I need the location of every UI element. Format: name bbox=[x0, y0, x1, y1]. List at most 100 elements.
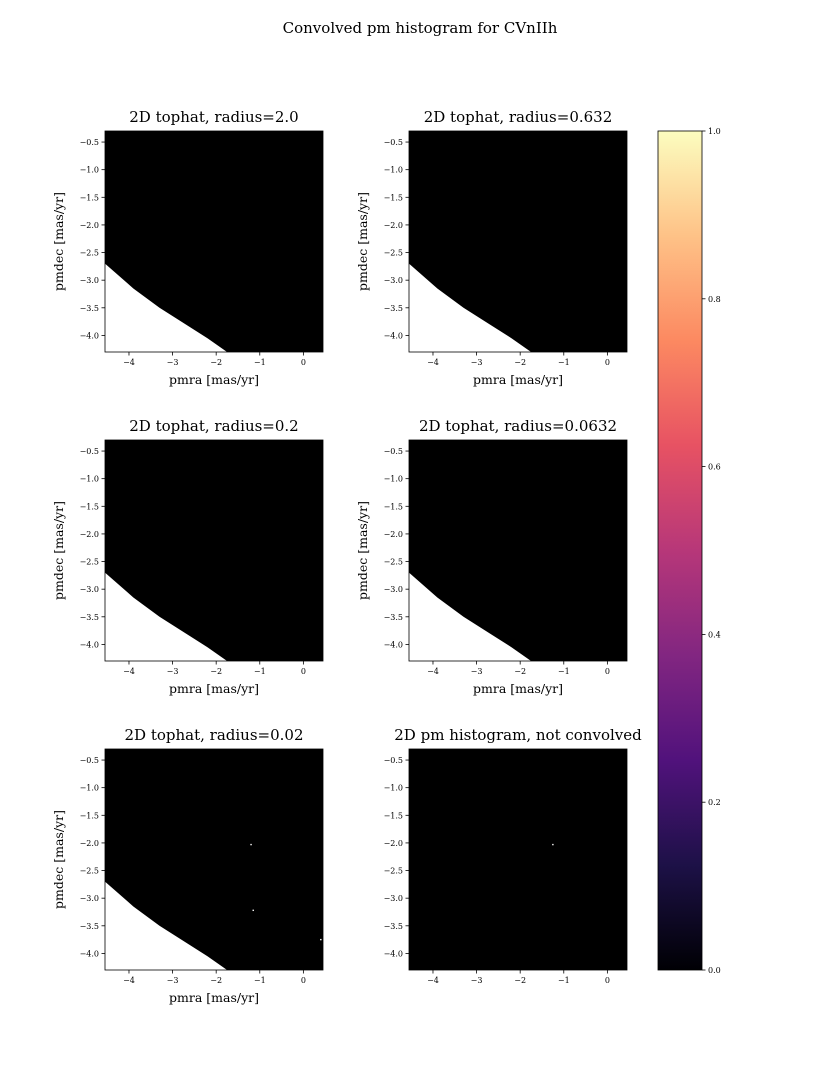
data-point bbox=[252, 909, 254, 912]
y-tick-label: −4.0 bbox=[80, 949, 99, 958]
x-tick-label: −2 bbox=[210, 976, 222, 985]
x-axis-label: pmra [mas/yr] bbox=[473, 681, 563, 696]
x-tick-label: −1 bbox=[558, 976, 570, 985]
panel-3: −0.5 −1.0 −1.5 −2.0 −2.5 −3.0 −3.5 −4.0 −4 −3 −2 −1… bbox=[51, 417, 324, 696]
y-tick-label: −1.0 bbox=[384, 784, 403, 793]
y-axis-label: pmdec [mas/yr] bbox=[355, 501, 370, 600]
y-axis-label: pmdec [mas/yr] bbox=[51, 810, 66, 909]
y-tick-label: −1.0 bbox=[384, 166, 403, 175]
y-tick-label: −0.5 bbox=[384, 138, 403, 147]
y-tick-label: −2.5 bbox=[80, 558, 99, 567]
x-axis-label: pmra [mas/yr] bbox=[473, 372, 563, 387]
y-tick-label: −1.0 bbox=[80, 475, 99, 484]
y-tick-label: −0.5 bbox=[80, 756, 99, 765]
empty-region bbox=[409, 263, 532, 352]
y-tick-label: −3.0 bbox=[384, 585, 403, 594]
x-tick-label: −4 bbox=[123, 667, 135, 676]
y-tick-label: −3.0 bbox=[384, 894, 403, 903]
y-tick-label: −1.0 bbox=[80, 166, 99, 175]
panel-6: −0.5 −1.0 −1.5 −2.0 −2.5 −3.0 −3.5 −4.0 −4 −3 −2 −1… bbox=[384, 726, 643, 985]
colorbar-tick-label: 1.0 bbox=[708, 127, 721, 136]
y-tick-label: −2.0 bbox=[80, 221, 99, 230]
x-tick-label: −3 bbox=[167, 667, 179, 676]
y-tick-label: −1.5 bbox=[80, 193, 99, 202]
y-tick-label: −1.5 bbox=[80, 502, 99, 511]
x-tick-label: −3 bbox=[167, 976, 179, 985]
y-tick-label: −3.0 bbox=[80, 276, 99, 285]
y-tick-label: −0.5 bbox=[80, 447, 99, 456]
panel-4: −0.5 −1.0 −1.5 −2.0 −2.5 −3.0 −3.5 −4.0 −4 −3 −2 −1… bbox=[355, 417, 628, 696]
y-tick-label: −3.5 bbox=[80, 304, 99, 313]
y-tick-label: −2.5 bbox=[80, 867, 99, 876]
panel-title: 2D pm histogram, not convolved bbox=[394, 726, 642, 744]
x-tick-label: −1 bbox=[254, 976, 266, 985]
x-tick-label: −4 bbox=[123, 976, 135, 985]
y-tick-label: −0.5 bbox=[384, 756, 403, 765]
empty-region bbox=[105, 572, 228, 661]
x-tick-label: −1 bbox=[558, 667, 570, 676]
y-axis-label: pmdec [mas/yr] bbox=[355, 192, 370, 291]
panel-2: −0.5 −1.0 −1.5 −2.0 −2.5 −3.0 −3.5 −4.0 −4 −3 −2 −1… bbox=[355, 108, 628, 387]
panel-1: −0.5 −1.0 −1.5 −2.0 −2.5 −3.0 −3.5 −4.0 −4 −3 −2 −1… bbox=[51, 108, 324, 387]
y-tick-label: −4.0 bbox=[384, 331, 403, 340]
x-tick-label: −3 bbox=[471, 976, 483, 985]
colorbar-tick-label: 0.8 bbox=[708, 295, 721, 304]
y-tick-label: −0.5 bbox=[80, 138, 99, 147]
empty-region bbox=[105, 263, 228, 352]
plot-frame bbox=[104, 439, 324, 662]
x-tick-label: −3 bbox=[471, 358, 483, 367]
y-tick-label: −0.5 bbox=[384, 447, 403, 456]
colorbar-frame bbox=[657, 130, 703, 971]
data-point bbox=[250, 843, 252, 846]
x-tick-label: −1 bbox=[558, 358, 570, 367]
colorbar-tick-label: 0.0 bbox=[708, 966, 721, 975]
x-tick-label: −1 bbox=[254, 667, 266, 676]
y-tick-label: −3.0 bbox=[80, 585, 99, 594]
y-tick-label: −3.5 bbox=[384, 922, 403, 931]
colorbar-tick-label: 0.6 bbox=[708, 463, 721, 472]
data-point bbox=[320, 938, 322, 941]
y-tick-label: −2.0 bbox=[384, 530, 403, 539]
plot-frame bbox=[408, 748, 628, 971]
y-tick-label: −1.0 bbox=[384, 475, 403, 484]
colorbar-tick-label: 0.4 bbox=[708, 630, 721, 639]
y-tick-label: −1.5 bbox=[384, 811, 403, 820]
x-tick-label: 0 bbox=[605, 667, 610, 676]
x-axis-label: pmra [mas/yr] bbox=[169, 990, 259, 1005]
x-axis-label: pmra [mas/yr] bbox=[169, 681, 259, 696]
y-tick-label: −2.5 bbox=[384, 249, 403, 258]
y-tick-label: −2.0 bbox=[384, 839, 403, 848]
panel-title: 2D tophat, radius=0.0632 bbox=[419, 417, 617, 435]
panel-title: 2D tophat, radius=2.0 bbox=[129, 108, 298, 126]
empty-region bbox=[409, 572, 532, 661]
x-tick-label: 0 bbox=[301, 976, 306, 985]
y-tick-label: −3.5 bbox=[384, 304, 403, 313]
x-axis-label: pmra [mas/yr] bbox=[169, 372, 259, 387]
x-tick-label: −2 bbox=[514, 358, 526, 367]
plot-frame bbox=[408, 130, 628, 353]
empty-region bbox=[105, 881, 228, 970]
x-tick-label: −2 bbox=[210, 358, 222, 367]
x-tick-label: −3 bbox=[471, 667, 483, 676]
plot-frame bbox=[104, 130, 324, 353]
y-tick-label: −1.0 bbox=[80, 784, 99, 793]
y-tick-label: −4.0 bbox=[384, 949, 403, 958]
panels: −0.5 −1.0 −1.5 −2.0 −2.5 −3.0 −3.5 −4.0 −4 −3 −2 −1… bbox=[51, 108, 642, 1005]
y-tick-label: −4.0 bbox=[80, 640, 99, 649]
x-tick-label: −2 bbox=[210, 667, 222, 676]
y-tick-label: −1.5 bbox=[384, 502, 403, 511]
y-axis-label: pmdec [mas/yr] bbox=[51, 501, 66, 600]
x-tick-label: 0 bbox=[605, 976, 610, 985]
colorbar-tick-label: 0.2 bbox=[708, 798, 721, 807]
colorbar: 0.0 0.2 0.4 0.6 0.8 1.0 bbox=[657, 127, 721, 975]
y-tick-label: −4.0 bbox=[80, 331, 99, 340]
y-tick-label: −1.5 bbox=[384, 193, 403, 202]
heatmap-image bbox=[409, 749, 627, 970]
y-tick-label: −3.0 bbox=[384, 276, 403, 285]
figure-suptitle: Convolved pm histogram for CVnIIh bbox=[283, 19, 558, 37]
x-tick-label: 0 bbox=[301, 667, 306, 676]
x-tick-label: −2 bbox=[514, 667, 526, 676]
panel-5: −0.5 −1.0 −1.5 −2.0 −2.5 −3.0 −3.5 −4.0 −4 −3 −2 −1… bbox=[51, 726, 324, 1005]
panel-title: 2D tophat, radius=0.632 bbox=[424, 108, 613, 126]
